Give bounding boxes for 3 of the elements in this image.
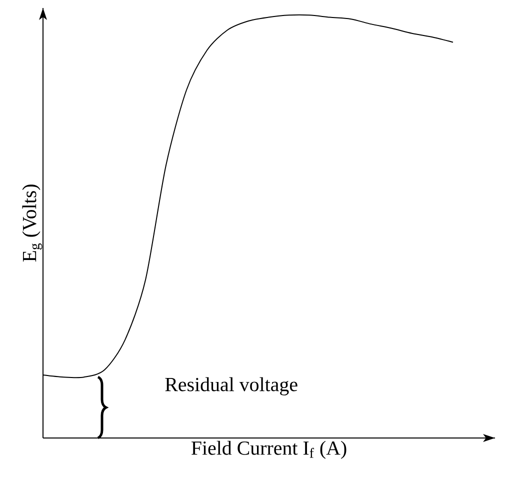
x-axis-title: Field Current I$_{f}$ (A) [191,440,346,459]
annotation: Residual voltage [165,377,298,396]
y-axis-title: E$_{g}$ (Volts) [22,184,42,262]
